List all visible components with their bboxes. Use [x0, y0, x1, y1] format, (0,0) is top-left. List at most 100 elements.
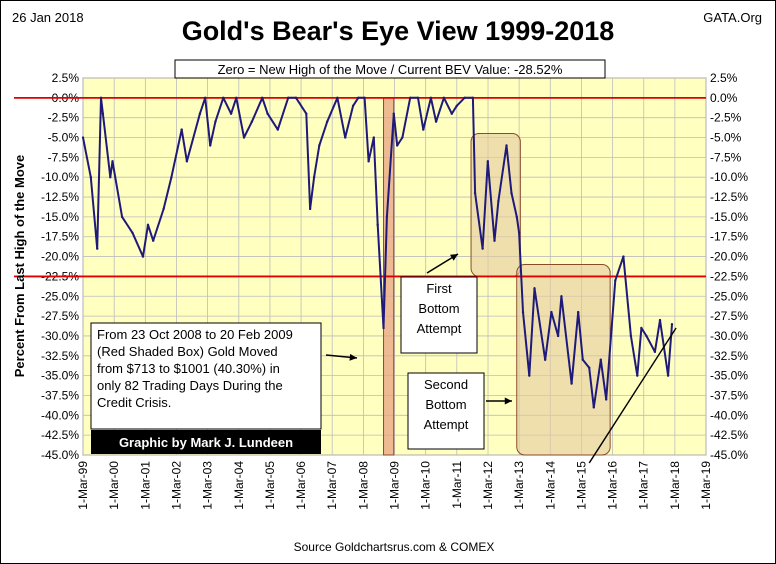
y-tick-label-left: -5.0% — [48, 131, 80, 145]
data-point — [250, 120, 254, 123]
data-point — [401, 136, 404, 139]
data-point — [367, 160, 370, 163]
data-point — [416, 96, 420, 100]
data-point — [325, 120, 329, 123]
data-point — [235, 96, 238, 100]
arrow-crisis-head — [349, 353, 357, 361]
data-point — [395, 144, 399, 147]
data-point — [357, 96, 360, 100]
data-point — [629, 334, 633, 338]
data-point — [409, 96, 412, 100]
x-tick-label: 1-Mar-05 — [263, 461, 277, 510]
data-point — [146, 223, 150, 227]
data-point — [550, 310, 553, 314]
y-tick-label-left: -2.5% — [48, 111, 80, 125]
x-tick-label: 1-Mar-03 — [201, 461, 215, 510]
data-point — [653, 350, 657, 354]
data-point — [363, 96, 366, 100]
data-point — [336, 96, 339, 100]
x-tick-label: 1-Mar-06 — [294, 461, 308, 510]
data-point — [576, 310, 580, 314]
x-tick-label: 1-Mar-18 — [668, 461, 682, 510]
data-point — [666, 374, 670, 377]
data-point — [392, 112, 395, 115]
data-point — [605, 398, 608, 401]
data-point — [111, 160, 114, 163]
data-point — [636, 374, 639, 377]
y-tick-label-left: -42.5% — [41, 428, 79, 442]
y-tick-label-left: -35.0% — [41, 369, 79, 383]
data-point — [670, 323, 674, 326]
data-point — [455, 104, 458, 107]
y-tick-label-left: -15.0% — [41, 210, 79, 224]
data-point — [308, 207, 312, 211]
y-tick-label-left: -32.5% — [41, 349, 79, 363]
y-tick-label-left: -27.5% — [41, 309, 79, 323]
x-axis-source: Source Goldchartsrus.com & COMEX — [294, 540, 495, 554]
data-point — [312, 176, 316, 179]
data-point — [209, 144, 212, 147]
data-point — [497, 199, 500, 203]
data-point — [588, 366, 591, 369]
x-tick-label: 1-Mar-08 — [356, 461, 370, 510]
x-tick-label: 1-Mar-04 — [232, 461, 246, 510]
data-point — [517, 231, 521, 234]
data-point — [614, 279, 617, 282]
x-tick-label: 1-Mar-17 — [637, 461, 651, 510]
data-point — [493, 239, 496, 242]
data-point — [305, 112, 308, 115]
data-point — [162, 207, 165, 211]
data-point — [645, 334, 648, 338]
credit-banner — [91, 430, 321, 454]
arrow-second-bottom-head — [504, 397, 512, 405]
data-point — [109, 176, 112, 179]
data-point — [473, 191, 477, 195]
y-tick-label-right: -27.5% — [710, 309, 748, 323]
data-point — [640, 326, 643, 330]
data-point — [185, 160, 189, 163]
data-point — [151, 239, 155, 242]
x-tick-label: 1-Mar-13 — [512, 461, 526, 510]
y-tick-label-right: -7.5% — [710, 150, 742, 164]
data-point — [570, 382, 573, 385]
chart-title: Gold's Bear's Eye View 1999-2018 — [182, 16, 615, 46]
y-tick-label-right: -5.0% — [710, 131, 742, 145]
y-tick-label-right: 2.5% — [710, 71, 738, 85]
credit-text: Graphic by Mark J. Lundeen — [119, 435, 293, 450]
y-tick-label-right: -10.0% — [710, 170, 748, 184]
data-point — [592, 406, 595, 409]
y-tick-label-left: -7.5% — [48, 150, 80, 164]
x-tick-label: 1-Mar-00 — [107, 461, 121, 510]
data-point — [131, 231, 134, 234]
y-tick-label-right: -45.0% — [710, 448, 748, 462]
y-tick-label-right: -22.5% — [710, 269, 748, 283]
y-tick-label-right: 0.0% — [710, 91, 738, 105]
y-tick-label-left: -30.0% — [41, 329, 79, 343]
first-bottom-note-text: First Bottom Attempt — [417, 281, 462, 336]
data-point — [510, 191, 513, 195]
y-tick-label-left: -20.0% — [41, 250, 79, 264]
y-tick-label-right: -20.0% — [710, 250, 748, 264]
data-point — [434, 120, 438, 123]
data-point — [543, 358, 547, 361]
data-point — [170, 176, 173, 179]
header-date: 26 Jan 2018 — [12, 10, 84, 25]
x-tick-label: 1-Mar-16 — [606, 461, 620, 510]
y-tick-label-right: -25.0% — [710, 289, 748, 303]
data-point — [89, 176, 93, 179]
y-tick-label-right: -40.0% — [710, 408, 748, 422]
y-tick-label-left: -10.0% — [41, 170, 79, 184]
second-bottom-note-box — [407, 372, 485, 450]
y-tick-label-left: -45.0% — [41, 448, 79, 462]
data-point — [141, 255, 145, 258]
y-tick-label-right: -2.5% — [710, 111, 742, 125]
data-point — [599, 358, 602, 361]
data-point — [528, 374, 531, 377]
data-point — [422, 128, 425, 131]
y-tick-label-left: -25.0% — [41, 289, 79, 303]
data-point — [261, 96, 264, 100]
data-point — [515, 215, 518, 219]
y-axis-title: Percent From Last High of the Move — [12, 155, 27, 377]
header-site: GATA.Org — [703, 10, 762, 25]
